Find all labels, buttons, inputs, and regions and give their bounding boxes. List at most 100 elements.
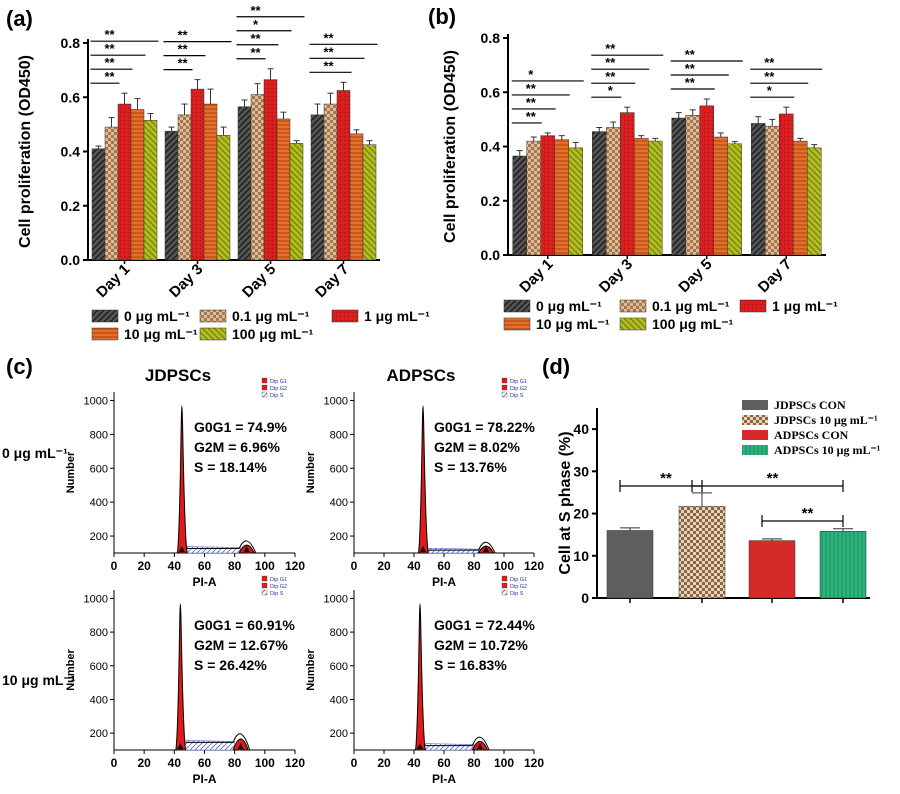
legend-swatch <box>619 317 647 331</box>
cell-cycle-stat: S = 18.14% <box>194 459 267 475</box>
mini-legend-label: Dip G2 <box>270 386 287 392</box>
x-axis-label: PI-A <box>193 772 217 786</box>
cell-cycle-stat: S = 26.42% <box>194 657 267 673</box>
x-tick-label: 120 <box>285 756 305 770</box>
bar <box>685 115 700 256</box>
bar <box>751 123 766 256</box>
bar <box>554 139 569 256</box>
x-tick-label: 100 <box>494 756 514 770</box>
mini-legend-label: Dip S <box>270 393 284 399</box>
x-tick-label: Day 1 <box>93 261 133 301</box>
y-tick-label: 600 <box>90 661 108 673</box>
legend-swatch <box>503 299 531 313</box>
bar <box>620 112 635 256</box>
legend-swatch <box>742 445 768 455</box>
bar <box>748 540 796 599</box>
cell-cycle-stat: S = 13.76% <box>434 459 507 475</box>
significance-mark: * <box>528 67 534 82</box>
x-tick-label: 20 <box>377 756 391 770</box>
significance-mark: ** <box>250 45 261 60</box>
bar <box>91 148 106 261</box>
mini-legend-swatch <box>501 582 508 589</box>
x-tick-label: 40 <box>168 756 182 770</box>
significance-mark: ** <box>177 56 188 71</box>
cell-cycle-stat: G2M = 8.02% <box>434 439 521 455</box>
mini-legend-swatch <box>261 391 268 398</box>
peak-marker <box>243 546 250 552</box>
g0g1-peak <box>175 603 187 751</box>
significance-mark: ** <box>323 44 334 59</box>
bar <box>699 105 714 256</box>
mini-legend-swatch <box>501 589 508 596</box>
y-tick-label: 10 <box>573 548 589 564</box>
panel-label: (c) <box>6 354 33 379</box>
y-tick-label: 30 <box>573 463 589 479</box>
x-tick-label: 120 <box>524 756 544 770</box>
bar <box>671 117 686 256</box>
significance-mark: * <box>767 83 773 98</box>
bar <box>177 114 192 261</box>
y-tick-label: 0.4 <box>61 144 81 160</box>
y-tick-label: 1000 <box>324 395 348 407</box>
bar <box>336 90 351 261</box>
mini-legend-swatch <box>501 377 508 384</box>
x-tick-label: 60 <box>437 756 451 770</box>
y-tick-label: 0.6 <box>61 89 81 105</box>
legend-swatch <box>739 299 767 313</box>
y-tick-label: 1000 <box>84 593 108 605</box>
x-axis-label: PI-A <box>193 575 217 589</box>
cell-cycle-stat: G2M = 10.72% <box>434 637 528 653</box>
bar <box>634 138 649 256</box>
envelope-line <box>428 541 496 554</box>
significance-mark: ** <box>685 47 696 62</box>
x-tick-label: Day 3 <box>166 261 206 301</box>
y-axis-label: Number <box>65 451 77 493</box>
bar <box>323 103 338 261</box>
mini-legend-swatch <box>261 582 268 589</box>
bar <box>237 106 252 261</box>
bar <box>349 133 364 261</box>
bar <box>250 94 265 261</box>
x-tick-label: 100 <box>494 559 514 573</box>
mini-legend-label: Dip G1 <box>510 379 527 385</box>
envelope-line <box>187 540 257 554</box>
panel-a: (a) 0.0 0.2 0.4 0.6 0.8 Cell proliferation (OD… <box>6 3 430 342</box>
significance-mark: ** <box>526 81 537 96</box>
bar <box>606 127 621 256</box>
x-tick-label: 20 <box>137 756 151 770</box>
y-axis-label: Cell at S phase (%) <box>557 431 574 574</box>
significance-mark: ** <box>605 41 616 56</box>
significance-mark: ** <box>323 30 334 45</box>
x-tick-label: Day 5 <box>239 261 279 301</box>
bar <box>819 531 867 599</box>
legend-label: 1 μg mL⁻¹ <box>772 298 838 314</box>
legend-swatch <box>619 299 647 313</box>
s-phase-area <box>186 546 241 554</box>
x-tick-label: 60 <box>437 559 451 573</box>
cell-cycle-stat: G2M = 6.96% <box>194 439 281 455</box>
legend-swatch <box>199 327 227 341</box>
mini-legend-label: Dip G1 <box>510 577 527 583</box>
bar <box>648 140 663 256</box>
mini-legend-swatch <box>261 377 268 384</box>
peak-marker <box>420 546 426 552</box>
legend-label: 100 μg mL⁻¹ <box>232 326 314 342</box>
y-tick-label: 400 <box>90 497 108 509</box>
mini-legend-label: Dip G1 <box>270 379 287 385</box>
legend-swatch <box>503 317 531 331</box>
x-tick-label: 60 <box>198 756 212 770</box>
y-tick-label: 0.0 <box>481 247 501 263</box>
x-tick-label: Day 5 <box>675 256 715 296</box>
panel-b: (b) 0.0 0.2 0.4 0.6 0.8 Cell proliferation (OD… <box>428 4 838 332</box>
y-tick-label: 400 <box>330 497 348 509</box>
x-tick-label: Day 3 <box>596 256 636 296</box>
y-tick-label: 200 <box>90 728 108 740</box>
legend-label: 100 μg mL⁻¹ <box>652 316 734 332</box>
x-tick-label: 80 <box>467 756 481 770</box>
bar <box>130 109 145 261</box>
x-tick-label: Day 7 <box>312 261 352 301</box>
